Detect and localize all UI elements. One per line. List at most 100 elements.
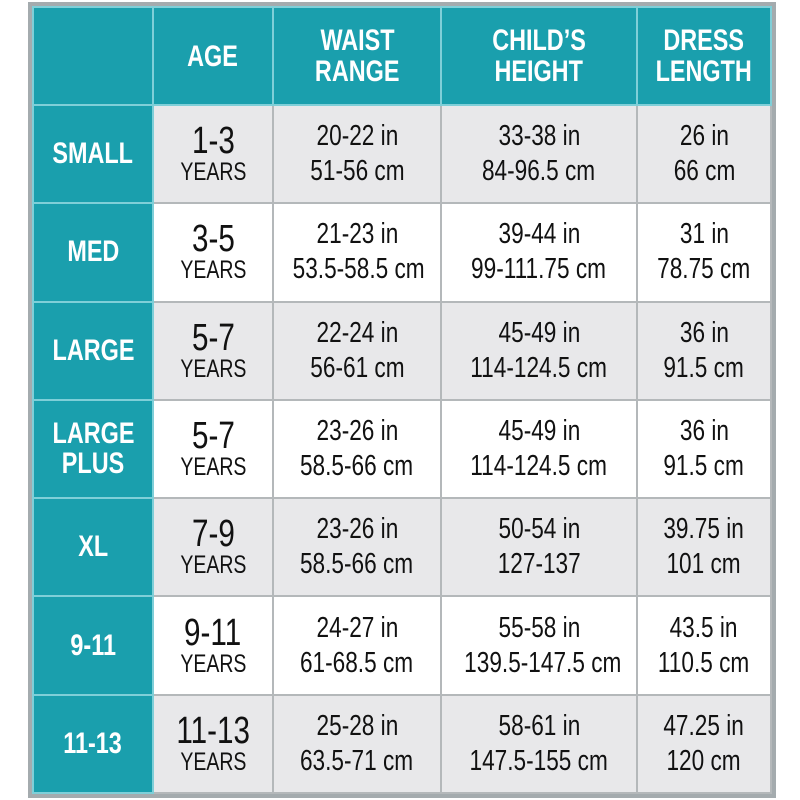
text-line: 91.5 cm bbox=[663, 351, 745, 384]
text-line: 23-26 in bbox=[316, 414, 398, 447]
text-line: 47.25 in bbox=[663, 709, 745, 742]
text-line: 110.5 cm bbox=[658, 646, 750, 679]
text-line: 84-96.5 cm bbox=[482, 155, 596, 188]
waist-cell: 22-24 in 56-61 cm bbox=[272, 300, 442, 401]
age-unit: YEARS bbox=[179, 747, 247, 776]
text-line: 45-49 in bbox=[498, 414, 580, 447]
age-unit: YEARS bbox=[179, 354, 247, 383]
age-range: 3-5 bbox=[191, 218, 235, 261]
height-cell: 58-61 in 147.5-155 cm bbox=[440, 693, 638, 795]
header-row: AGE WAIST RANGE CHILD’S HEIGHT DRESS LENGTH bbox=[32, 6, 772, 106]
table-row: SMALL 1-3 YEARS 20-22 in 51-56 cm 33-38 in 84-… bbox=[32, 103, 772, 205]
age-range: 9-11 bbox=[184, 611, 242, 654]
waist-cell: 25-28 in 63.5-71 cm bbox=[272, 693, 442, 795]
text-line: 58.5-66 cm bbox=[300, 449, 414, 482]
text-line: 53.5-58.5 cm bbox=[292, 253, 425, 286]
age-range: 5-7 bbox=[191, 316, 235, 359]
size-label: SMALL bbox=[32, 103, 154, 205]
text-line: 50-54 in bbox=[498, 513, 580, 546]
table-row: 9-11 9-11 YEARS 24-27 in 61-68.5 cm 55-58 in 1… bbox=[32, 595, 772, 696]
age-range: 1-3 bbox=[191, 120, 235, 163]
age-cell: 1-3 YEARS bbox=[152, 103, 274, 205]
size-chart: AGE WAIST RANGE CHILD’S HEIGHT DRESS LENGTH SM… bbox=[28, 2, 776, 798]
length-cell: 47.25 in 120 cm bbox=[636, 693, 772, 795]
age-unit: YEARS bbox=[179, 256, 247, 285]
age-cell: 5-7 YEARS bbox=[152, 398, 274, 500]
text-line: CHILD’S bbox=[492, 24, 586, 57]
text-line: 61-68.5 cm bbox=[300, 646, 414, 679]
length-cell: 36 in 91.5 cm bbox=[636, 398, 772, 500]
length-cell: 36 in 91.5 cm bbox=[636, 300, 772, 401]
text-line: 114-124.5 cm bbox=[470, 449, 608, 482]
age-cell: 9-11 YEARS bbox=[152, 595, 274, 696]
length-cell: 43.5 in 110.5 cm bbox=[636, 595, 772, 696]
text-line: 139.5-147.5 cm bbox=[464, 646, 622, 679]
age-cell: 7-9 YEARS bbox=[152, 497, 274, 598]
text-line: 25-28 in bbox=[316, 709, 398, 742]
age-unit: YEARS bbox=[179, 551, 247, 580]
size-label: 9-11 bbox=[32, 595, 154, 696]
text-line: LARGE bbox=[52, 416, 134, 450]
text-line: LARGE bbox=[52, 333, 134, 367]
size-table: AGE WAIST RANGE CHILD’S HEIGHT DRESS LENGTH SM… bbox=[32, 6, 772, 795]
text-line: 9-11 bbox=[70, 628, 116, 662]
height-cell: 39-44 in 99-111.75 cm bbox=[440, 202, 638, 303]
text-line: 58.5-66 cm bbox=[300, 548, 414, 581]
height-cell: 55-58 in 139.5-147.5 cm bbox=[440, 595, 638, 696]
text-line: 39.75 in bbox=[663, 513, 745, 546]
text-line: HEIGHT bbox=[494, 55, 584, 88]
size-label: MED bbox=[32, 202, 154, 303]
text-line: LENGTH bbox=[655, 55, 753, 88]
text-line: 63.5-71 cm bbox=[300, 744, 414, 777]
waist-cell: 21-23 in 53.5-58.5 cm bbox=[272, 202, 442, 303]
corner-cell bbox=[32, 6, 154, 106]
text-line: 101 cm bbox=[666, 548, 742, 581]
size-label: LARGE PLUS bbox=[32, 398, 154, 500]
text-line: 11-13 bbox=[63, 726, 123, 760]
age-unit: YEARS bbox=[179, 649, 247, 678]
age-unit: YEARS bbox=[179, 158, 247, 187]
text-line: 24-27 in bbox=[316, 611, 398, 644]
text-line: 78.75 cm bbox=[657, 253, 751, 286]
text-line: 43.5 in bbox=[670, 611, 738, 644]
text-line: XL bbox=[78, 530, 108, 564]
text-line: 147.5-155 cm bbox=[469, 744, 609, 777]
text-line: 33-38 in bbox=[498, 120, 580, 153]
waist-cell: 23-26 in 58.5-66 cm bbox=[272, 497, 442, 598]
text-line: 91.5 cm bbox=[663, 449, 745, 482]
table-row: LARGE PLUS 5-7 YEARS 23-26 in 58.5-66 cm 45-49… bbox=[32, 398, 772, 500]
table-row: XL 7-9 YEARS 23-26 in 58.5-66 cm 50-54 in 127-… bbox=[32, 497, 772, 598]
text-line: 120 cm bbox=[666, 744, 742, 777]
age-cell: 5-7 YEARS bbox=[152, 300, 274, 401]
text-line: 21-23 in bbox=[316, 218, 398, 251]
header-age: AGE bbox=[152, 6, 274, 106]
text-line: 31 in bbox=[679, 218, 729, 251]
age-cell: 3-5 YEARS bbox=[152, 202, 274, 303]
text-line: DRESS bbox=[663, 24, 745, 57]
waist-cell: 24-27 in 61-68.5 cm bbox=[272, 595, 442, 696]
text-line: 22-24 in bbox=[316, 316, 398, 349]
text-line: 114-124.5 cm bbox=[470, 351, 608, 384]
text-line: 39-44 in bbox=[498, 218, 580, 251]
table-row: MED 3-5 YEARS 21-23 in 53.5-58.5 cm 39-44 in 9… bbox=[32, 202, 772, 303]
age-unit: YEARS bbox=[179, 452, 247, 481]
height-cell: 45-49 in 114-124.5 cm bbox=[440, 398, 638, 500]
size-label: 11-13 bbox=[32, 693, 154, 795]
text-line: 127-137 bbox=[497, 548, 581, 581]
size-label: XL bbox=[32, 497, 154, 598]
text-line: RANGE bbox=[314, 55, 400, 88]
table-row: LARGE 5-7 YEARS 22-24 in 56-61 cm 45-49 in 114… bbox=[32, 300, 772, 401]
age-cell: 11-13 YEARS bbox=[152, 693, 274, 795]
text-line: WAIST bbox=[319, 24, 395, 57]
text-line: SMALL bbox=[52, 137, 134, 171]
table-row: 11-13 11-13 YEARS 25-28 in 63.5-71 cm 58-61 i… bbox=[32, 693, 772, 795]
text-line: MED bbox=[66, 235, 119, 269]
text-line: 99-111.75 cm bbox=[471, 253, 607, 286]
height-cell: 50-54 in 127-137 bbox=[440, 497, 638, 598]
text-line: 58-61 in bbox=[498, 709, 580, 742]
text-line: 36 in bbox=[679, 316, 729, 349]
text-line: 56-61 cm bbox=[309, 351, 405, 384]
text-line: 45-49 in bbox=[498, 316, 580, 349]
height-cell: 45-49 in 114-124.5 cm bbox=[440, 300, 638, 401]
text-line: AGE bbox=[187, 39, 239, 73]
